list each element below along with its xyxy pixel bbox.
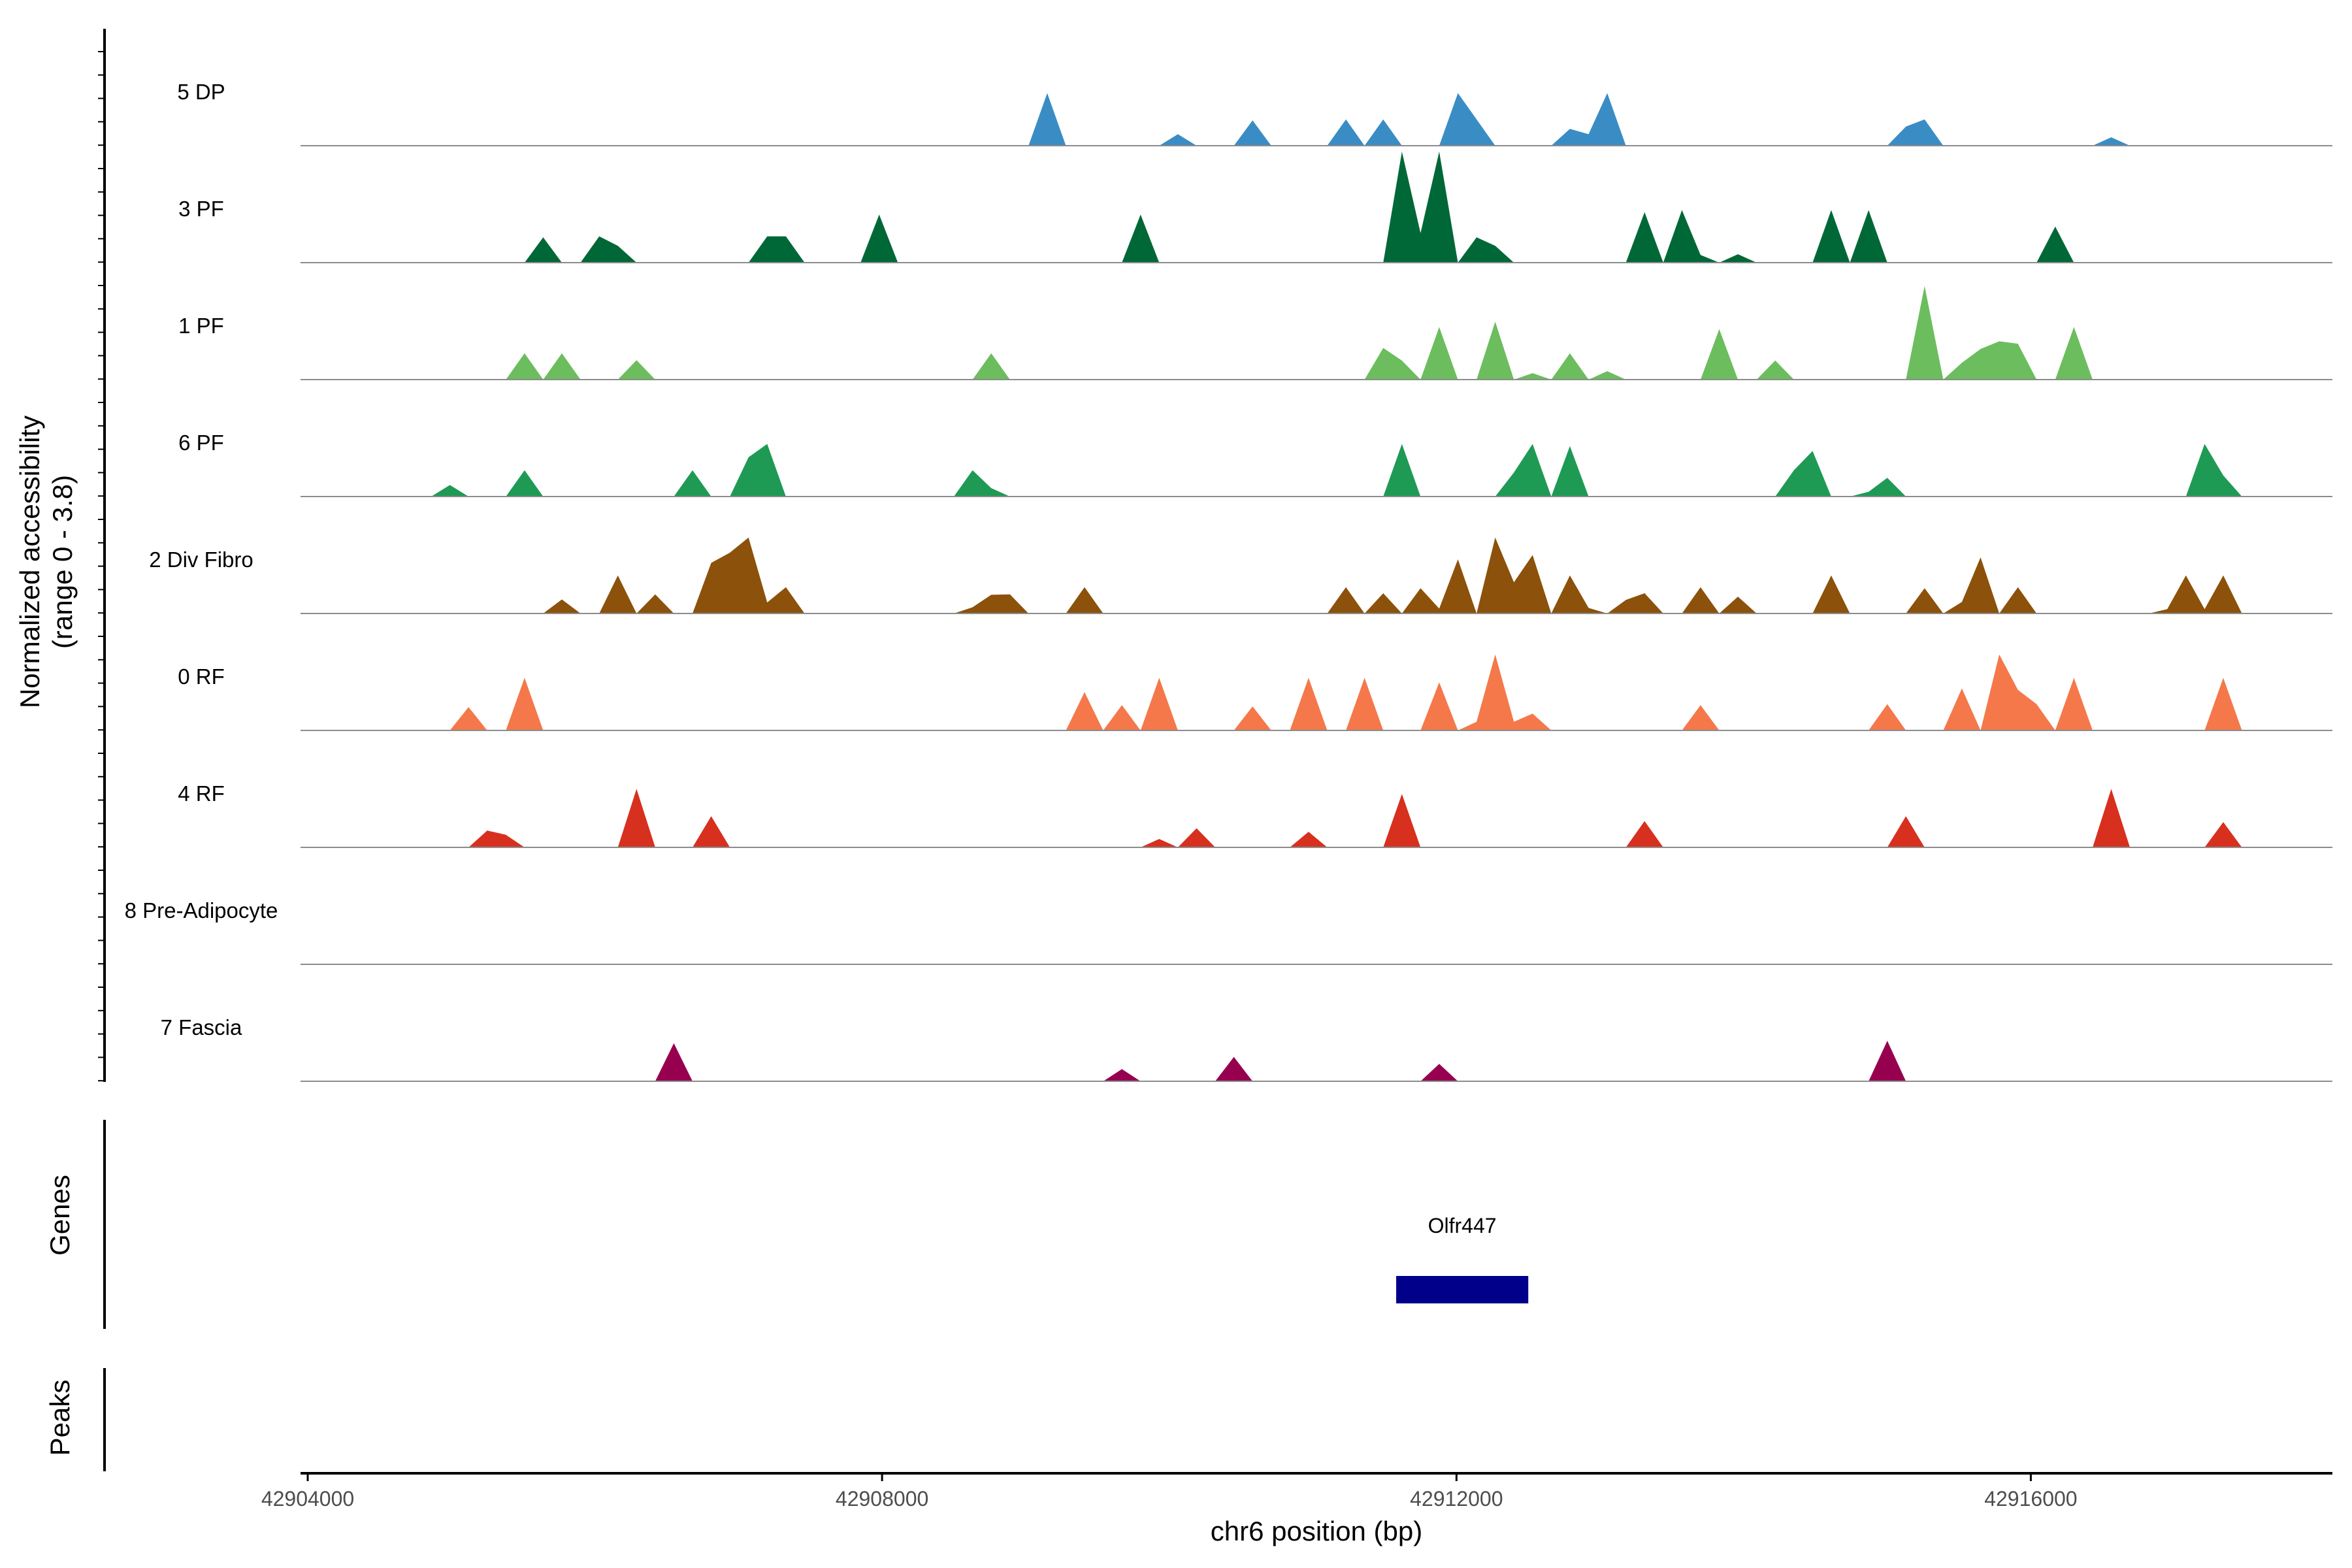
coverage-area-1-pf bbox=[301, 286, 2336, 380]
track-0-rf: 0 RF bbox=[178, 654, 2336, 731]
coverage-area-4-rf bbox=[301, 789, 2336, 847]
track-4-rf: 4 RF bbox=[178, 781, 2336, 848]
gene-annotations: Olfr447 bbox=[1396, 1214, 1529, 1303]
x-tick-label: 42904000 bbox=[261, 1487, 354, 1511]
track-label-6-pf: 6 PF bbox=[178, 431, 224, 455]
track-label-2-div-fibro: 2 Div Fibro bbox=[149, 547, 253, 572]
track-label-3-pf: 3 PF bbox=[178, 197, 224, 221]
track-label-1-pf: 1 PF bbox=[178, 314, 224, 338]
x-axis-ticks: 42904000 42908000 42912000 42916000 bbox=[261, 1473, 2078, 1511]
genes-track-title: Genes bbox=[44, 1175, 75, 1256]
track-1-pf: 1 PF bbox=[178, 286, 2336, 380]
genes-track-label: Genes bbox=[44, 1175, 75, 1256]
track-7-fascia: 7 Fascia bbox=[161, 1015, 2336, 1082]
coverage-tracks: 5 DP 3 PF 1 PF 6 PF 2 Div Fibro 0 RF 4 RF 8 Pre… bbox=[125, 80, 2336, 1082]
gene-body-olfr447 bbox=[1396, 1276, 1529, 1303]
x-tick-label: 42908000 bbox=[836, 1487, 928, 1511]
coverage-area-2-div-fibro bbox=[301, 537, 2336, 613]
track-label-8-pre-adipocyte: 8 Pre-Adipocyte bbox=[125, 898, 278, 923]
track-label-7-fascia: 7 Fascia bbox=[161, 1015, 242, 1039]
y-axis-title-line2: (range 0 - 3.8) bbox=[47, 475, 78, 649]
track-label-4-rf: 4 RF bbox=[178, 781, 225, 806]
coverage-y-ticks bbox=[98, 51, 105, 1082]
y-axis-title-line1: Normalized accessibility bbox=[14, 416, 45, 708]
track-label-5-dp: 5 DP bbox=[177, 80, 225, 104]
x-tick-label: 42912000 bbox=[1410, 1487, 1503, 1511]
track-label-0-rf: 0 RF bbox=[178, 664, 225, 689]
y-axis-title: Normalized accessibility (range 0 - 3.8) bbox=[14, 416, 78, 708]
track-5-dp: 5 DP bbox=[177, 80, 2336, 146]
track-3-pf: 3 PF bbox=[178, 152, 2336, 263]
gene-label-olfr447: Olfr447 bbox=[1428, 1214, 1497, 1237]
x-axis-title: chr6 position (bp) bbox=[1211, 1516, 1423, 1546]
peaks-track-label: Peaks bbox=[44, 1380, 75, 1456]
x-tick-label: 42916000 bbox=[1984, 1487, 2077, 1511]
coverage-area-3-pf bbox=[301, 152, 2336, 263]
track-2-div-fibro: 2 Div Fibro bbox=[149, 537, 2336, 614]
track-8-pre-adipocyte: 8 Pre-Adipocyte bbox=[125, 898, 2332, 965]
track-6-pf: 6 PF bbox=[178, 431, 2336, 497]
coverage-area-0-rf bbox=[301, 654, 2336, 730]
peaks-track-title: Peaks bbox=[44, 1380, 75, 1456]
